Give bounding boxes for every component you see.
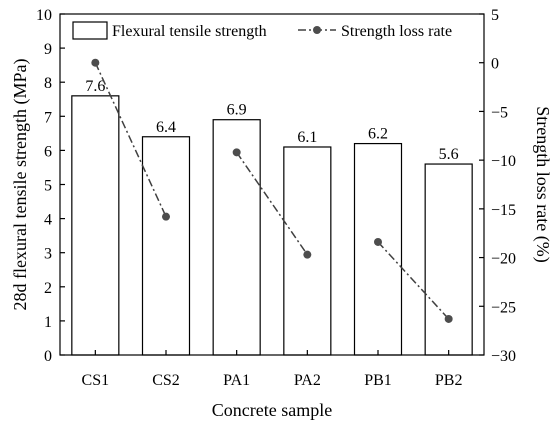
bar-data-label: 5.6 [439,146,459,163]
line-segment [94,62,167,217]
bar-data-label: 6.9 [227,102,247,119]
x-tick-label: PA1 [223,372,250,389]
line-point [232,148,241,157]
legend-line-label: Strength loss rate [341,23,452,40]
y-tick-label: 0 [44,348,52,365]
y2-axis-ticks: 5 0 −5 −10 −15 −20 −25 −30 [479,7,516,365]
line-point [374,237,382,246]
x-axis-ticks: CS1 CS2 PA1 PA2 PB1 PB2 [82,350,463,389]
bar-data-label: 6.1 [297,129,317,146]
bar-data-label: 6.2 [368,126,388,143]
legend-bar-swatch [72,21,108,40]
x-tick-label: CS1 [82,372,110,389]
y-tick-label: 9 [44,41,52,58]
legend-line-marker [313,26,321,34]
y2-tick-label: −30 [491,348,516,365]
y2-tick-label: −20 [491,251,516,268]
y-tick-label: 4 [44,212,52,229]
y2-tick-label: 0 [491,56,499,73]
bar-data-label: 6.4 [156,119,176,136]
y-tick-label: 10 [36,7,52,24]
y-tick-label: 7 [44,109,52,126]
line-point [303,250,312,259]
y2-tick-label: −10 [491,153,516,170]
y-tick-label: 6 [44,143,52,160]
bar [212,119,261,356]
line-segment [236,151,308,256]
y2-tick-label: −5 [491,104,508,121]
y2-tick-label: −25 [491,299,516,316]
y2-axis-label: Strength loss rate (%) [532,106,550,262]
x-tick-label: PB1 [364,372,392,389]
x-axis-label: Concrete sample [212,400,332,420]
bar [141,136,191,356]
y-tick-label: 5 [44,178,52,195]
bar-data-label: 7.6 [85,78,105,95]
line-point [162,212,170,221]
y-tick-label: 8 [44,75,52,92]
x-tick-label: PB2 [435,372,463,389]
y2-tick-label: −15 [491,202,516,219]
y-tick-label: 2 [44,280,52,297]
bar [353,142,403,356]
legend: Flexural tensile strength Strength loss … [72,21,452,40]
legend-bar-label: Flexural tensile strength [112,23,267,40]
line-point [91,58,100,67]
y-axis-label: 28d flexural tensile strength (MPa) [10,59,31,311]
bar [71,95,120,356]
y-tick-label: 1 [44,314,52,331]
y-tick-label: 3 [44,246,52,263]
line-series [91,58,453,323]
y2-tick-label: 5 [491,7,499,24]
bar-series: 7.6 6.4 6.9 6.1 6.2 5.6 [71,78,473,356]
x-tick-label: CS2 [152,372,180,389]
x-tick-label: PA2 [294,372,321,389]
line-point [444,314,453,323]
y-axis-ticks: 0 1 2 3 4 5 6 7 8 9 10 [36,7,65,365]
bar [424,163,473,356]
plot-frame [59,13,485,356]
line-segment [377,241,450,320]
